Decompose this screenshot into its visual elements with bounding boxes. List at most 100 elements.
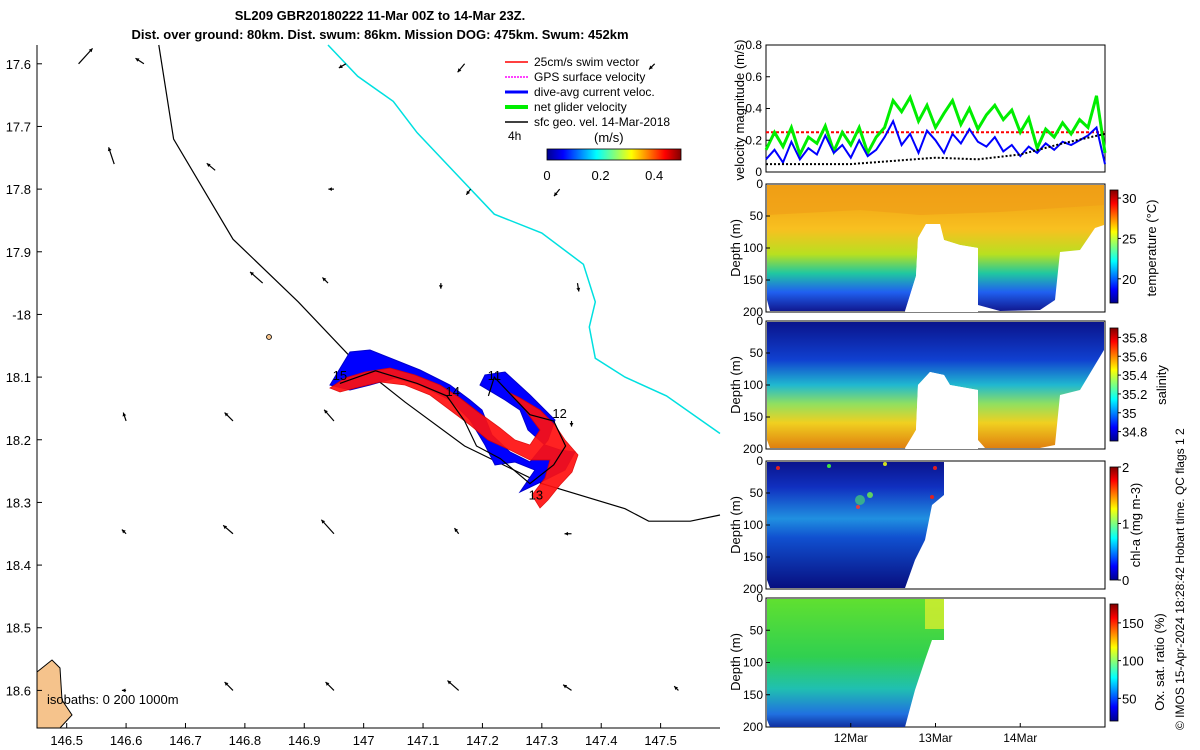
depth-tick-label: 50 [750,346,764,360]
chla-ylabel: Depth (m) [728,496,743,554]
depth-tick-label: 100 [743,241,763,255]
depth-tick-label: 200 [743,305,763,319]
map-x-tick-label: 147 [353,733,375,748]
current-vector-head [321,519,326,524]
velocity-series [764,93,1107,166]
depth-tick-label: 50 [750,209,764,223]
time-tick-label: 13Mar [918,731,952,745]
velocity-axes-box [765,44,1106,173]
island-marker [266,334,272,340]
temperature-y-axis: 0 50 100 150 200 [743,177,770,319]
current-vector-head [135,58,140,62]
day-label: 12 [552,406,566,421]
current-vector-head [649,65,653,70]
map-x-tick-label: 146.8 [229,733,262,748]
temperature-ylabel: Depth (m) [728,219,743,277]
current-vector-head [438,285,443,289]
colorbar-tick-label: 35.2 [1122,387,1147,402]
chla-y-axis: 0 50 100 150 200 [743,454,770,596]
speed-colorbar-tick-label: 0.2 [592,168,610,183]
current-vector-head [250,271,254,276]
map-y-tick-label: 17.9 [6,245,31,260]
speed-colorbar-tick-label: 0 [543,168,550,183]
day-label: 15 [333,368,347,383]
velocity-y-tick-label: 0 [755,165,762,179]
oxygen-field [767,599,944,727]
map-y-axis: 17.6 17.7 17.8 17.9 -18 18.1 18.2 18.3 18.4 18.5 1… [6,57,42,698]
current-vector-head [569,423,574,427]
colorbar-tick-label: 2 [1122,460,1129,475]
temperature-gap [905,224,978,312]
salinity-field [767,322,1104,448]
depth-tick-label: 150 [743,688,763,702]
map-x-tick-label: 146.5 [50,733,83,748]
legend-geo-label: sfc geo. vel. 14-Mar-2018 [534,115,670,129]
salinity-panel: 0 50 100 150 200 Depth (m) 34.8 35 35.2 35.4 35.… [728,314,1169,456]
velocity-y-tick-label: 0.6 [745,70,762,84]
current-vector-head [454,528,459,533]
day-labels: 15 14 11 12 13 [333,368,567,502]
current-vector-head [563,684,568,689]
colorbar-tick-label: 0 [1122,573,1129,588]
depth-tick-label: 150 [743,550,763,564]
title-line-2: Dist. over ground: 80km. Dist. swum: 86k… [131,27,629,42]
chla-point [827,464,831,468]
chla-point [930,495,934,499]
salinity-cbar-label: salinity [1154,365,1169,405]
map-axes-box [37,45,720,728]
chla-point [933,466,937,470]
map-x-axis: 146.5 146.6 146.7 146.8 146.9 147 147.1 147.2 14… [50,723,677,748]
oxygen-panel: 0 50 100 150 200 12Mar 13Mar 14Mar Depth (m) 5… [728,591,1167,745]
current-vector-head [447,680,452,685]
oxygen-ylabel: Depth (m) [728,633,743,691]
map-x-tick-label: 147.3 [526,733,559,748]
legend-gps-label: GPS surface velocity [534,70,645,84]
salinity-y-axis: 0 50 100 150 200 [743,314,770,456]
temperature-surface-band [767,185,1104,215]
map-x-tick-label: 146.7 [169,733,202,748]
colorbar-tick-label: 34.8 [1122,425,1147,440]
chla-cbar-label: chl-a (mg m-3) [1128,483,1143,568]
time-tick-label: 12Mar [834,731,868,745]
time-tick-label: 14Mar [1003,731,1037,745]
current-vector-head [576,287,581,292]
velocity-series-line [764,93,1107,159]
chla-point [855,495,865,505]
oxygen-surface-highlight [925,599,944,629]
velocity-y-tick-label: 0.4 [745,102,762,116]
map-y-tick-label: 17.6 [6,57,31,72]
map-legend: 25cm/s swim vector GPS surface velocity … [505,55,682,183]
velocity-panel: 0 0.2 0.4 0.6 0.8 velocity magnitude (m/s) [732,38,1107,181]
glider-path-line [339,370,567,485]
map-panel: 146.5 146.6 146.7 146.8 146.9 147 147.1 147.2 14… [6,44,721,748]
map-x-tick-label: 146.6 [110,733,143,748]
depth-tick-label: 50 [750,486,764,500]
current-vector-head [206,163,211,168]
current-vector-head [121,529,126,534]
depth-tick-label: 50 [750,623,764,637]
map-x-tick-label: 147.2 [466,733,499,748]
colorbar-tick-label: 50 [1122,691,1136,706]
credit-text: © IMOS 15-Apr-2024 18:28:42 Hobart time.… [1173,428,1187,730]
chla-point [867,492,873,498]
map-y-tick-label: -18 [12,307,31,322]
chla-colorbar [1109,466,1119,581]
colorbar-tick-label: 30 [1122,191,1136,206]
legend-swim-label: 25cm/s swim vector [534,55,639,69]
current-vector-head [88,48,93,53]
swim-vector-swath [329,367,579,509]
velocity-ylabel: velocity magnitude (m/s) [732,40,747,181]
map-x-tick-label: 146.9 [288,733,321,748]
day-label: 14 [446,384,460,399]
current-vector-head [554,192,558,197]
velocity-series-line [766,132,1106,166]
colorbar-tick-label: 1 [1122,517,1129,532]
salinity-gap [905,372,978,449]
colorbar-tick-label: 20 [1122,272,1136,287]
temperature-field [767,185,1104,311]
current-vector-head [674,686,679,691]
depth-tick-label: 0 [756,454,763,468]
current-vector-head [107,147,112,152]
velocity-y-tick-label: 0.8 [745,38,762,52]
map-y-tick-label: 18.2 [6,433,31,448]
